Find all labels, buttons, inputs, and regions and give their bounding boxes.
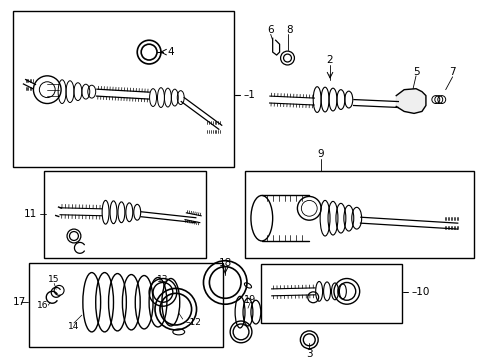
Text: 7: 7: [448, 67, 455, 77]
Text: 19: 19: [243, 295, 255, 305]
Bar: [29, 263, 223, 347]
Text: 9: 9: [317, 149, 324, 159]
Text: 2: 2: [326, 55, 333, 65]
Text: 5: 5: [412, 67, 419, 77]
Text: 4: 4: [167, 47, 174, 57]
Text: –1: –1: [243, 90, 254, 100]
Text: 8: 8: [285, 25, 292, 35]
Text: 13: 13: [157, 275, 168, 284]
Text: 11: 11: [24, 209, 37, 219]
Text: 14: 14: [68, 323, 80, 332]
Bar: [13, 10, 234, 167]
Text: 17: 17: [13, 297, 26, 307]
Polygon shape: [395, 89, 425, 113]
Text: 3: 3: [305, 348, 312, 359]
Text: 15: 15: [48, 275, 60, 284]
Text: –10: –10: [410, 287, 428, 297]
Text: 6: 6: [267, 25, 273, 35]
Text: 16: 16: [37, 301, 48, 310]
Bar: [244, 171, 473, 258]
Text: –12: –12: [185, 318, 201, 327]
Bar: [260, 264, 401, 323]
Bar: [44, 171, 206, 258]
Text: 18: 18: [218, 258, 231, 268]
